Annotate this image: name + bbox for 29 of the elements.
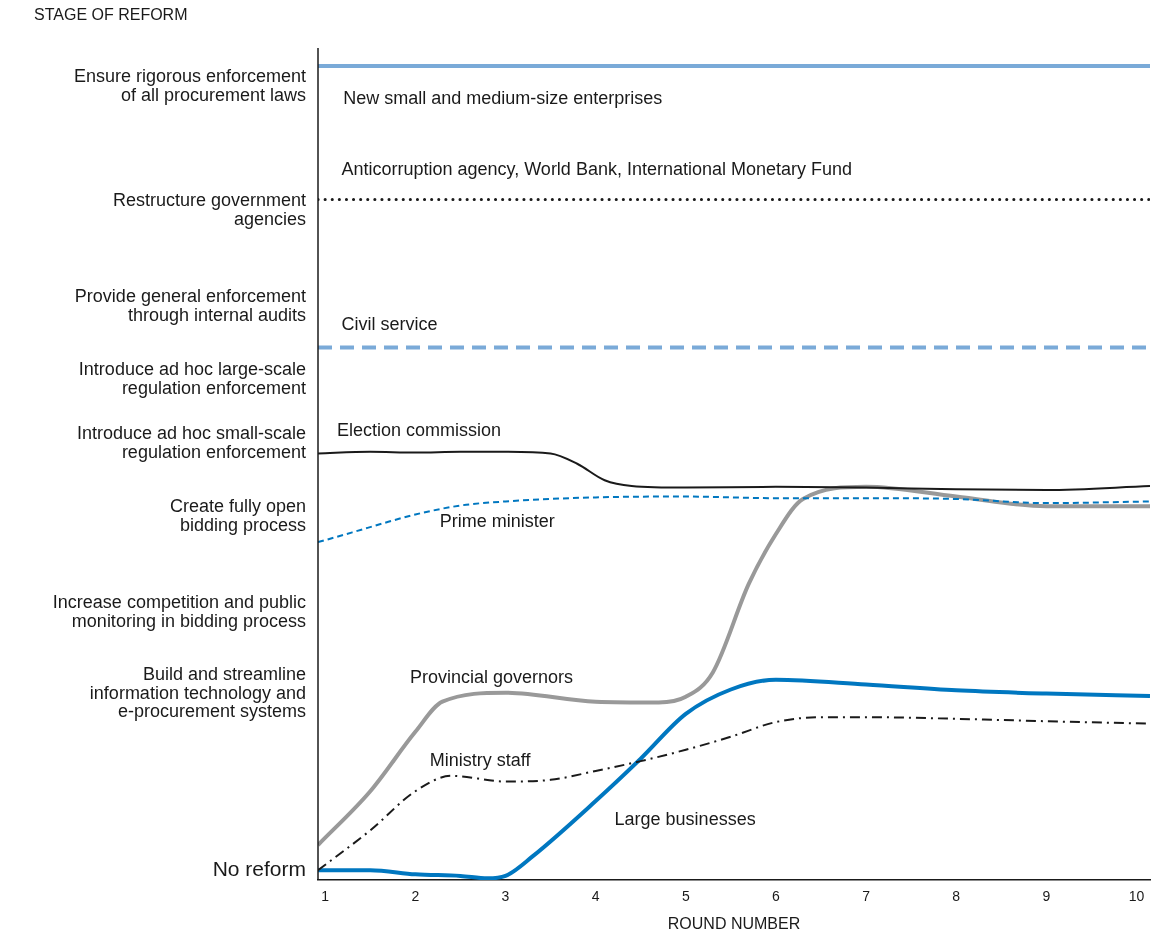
text: Provide general enforcement through internal audits (74, 286, 306, 326)
text: Increase competition and public monitoring in bidding process (52, 592, 306, 632)
series-label: Provincial governors (409, 666, 574, 687)
series-label: Civil service (341, 313, 438, 334)
text: Build and streamline information technology and e-procurement systems (89, 663, 306, 722)
x-tick-label: 9 (1042, 888, 1051, 905)
x-tick-label: 3 (501, 888, 510, 905)
x-tick-label: 2 (411, 888, 420, 905)
x-tick-label: 4 (591, 888, 600, 905)
x-tick-label: 5 (681, 888, 690, 905)
series-label: Ministry staff (429, 750, 532, 771)
series-label: Election commission (336, 419, 501, 440)
text: Ensure rigorous enforcement of all procurement laws (73, 65, 306, 105)
text: Introduce ad hoc large-scale regulation enforcement (78, 358, 306, 398)
text: No reform (212, 857, 306, 881)
series-label: Anticorruption agency, World Bank, International Monetary Fund (341, 159, 853, 180)
x-tick-label: 6 (772, 888, 781, 905)
series-label: Prime minister (439, 510, 555, 531)
x-axis-title: ROUND NUMBER (667, 914, 801, 932)
x-tick-label: 8 (952, 888, 961, 905)
text: Create fully open bidding process (169, 495, 306, 535)
x-tick-label: 7 (862, 888, 871, 905)
text: Restructure government agencies (112, 190, 306, 230)
text: STAGE OF REFORM (34, 6, 188, 24)
series-label: New small and medium-size enterprises (343, 87, 663, 108)
text: Introduce ad hoc small-scale regulation enforcement (76, 423, 306, 463)
x-tick-label: 1 (321, 888, 330, 905)
x-tick-label: 10 (1128, 888, 1145, 905)
series-label: Large businesses (614, 809, 756, 830)
